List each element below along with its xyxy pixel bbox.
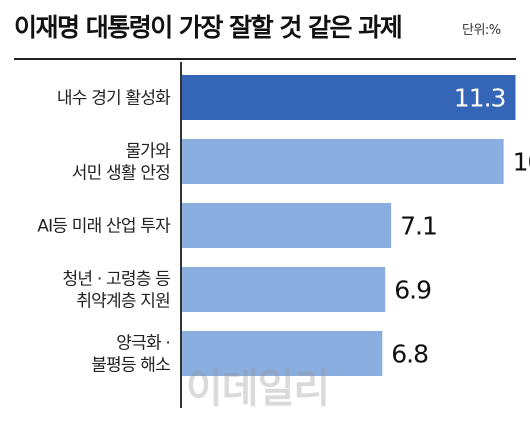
bar-2 bbox=[181, 139, 504, 184]
bar-3 bbox=[181, 203, 392, 248]
chart-title: 이재명 대통령이 가장 잘할 것 같은 과제 bbox=[14, 13, 403, 42]
value-label-2: 10.9 bbox=[513, 148, 530, 177]
category-label-4: 청년 · 고령층 등 취약계층 지원 bbox=[63, 270, 171, 312]
unit-label: 단위:% bbox=[462, 23, 501, 38]
value-label-1: 11.3 bbox=[454, 84, 506, 113]
value-label-3: 7.1 bbox=[400, 212, 437, 241]
category-label-2: 물가와 서민 생활 안정 bbox=[72, 142, 171, 184]
bar-5 bbox=[181, 331, 383, 376]
category-label-5: 양극화 · 불평등 해소 bbox=[91, 334, 170, 376]
category-label-3: AI등 미래 산업 투자 bbox=[37, 217, 171, 237]
value-label-5: 6.8 bbox=[391, 340, 428, 369]
title-divider bbox=[14, 58, 516, 60]
bar-4 bbox=[181, 267, 386, 312]
watermark-logo: 이데일리 bbox=[186, 366, 330, 412]
category-label-1: 내수 경기 활성화 bbox=[57, 89, 171, 109]
value-label-4: 6.9 bbox=[394, 276, 431, 305]
bar-1 bbox=[181, 75, 516, 120]
